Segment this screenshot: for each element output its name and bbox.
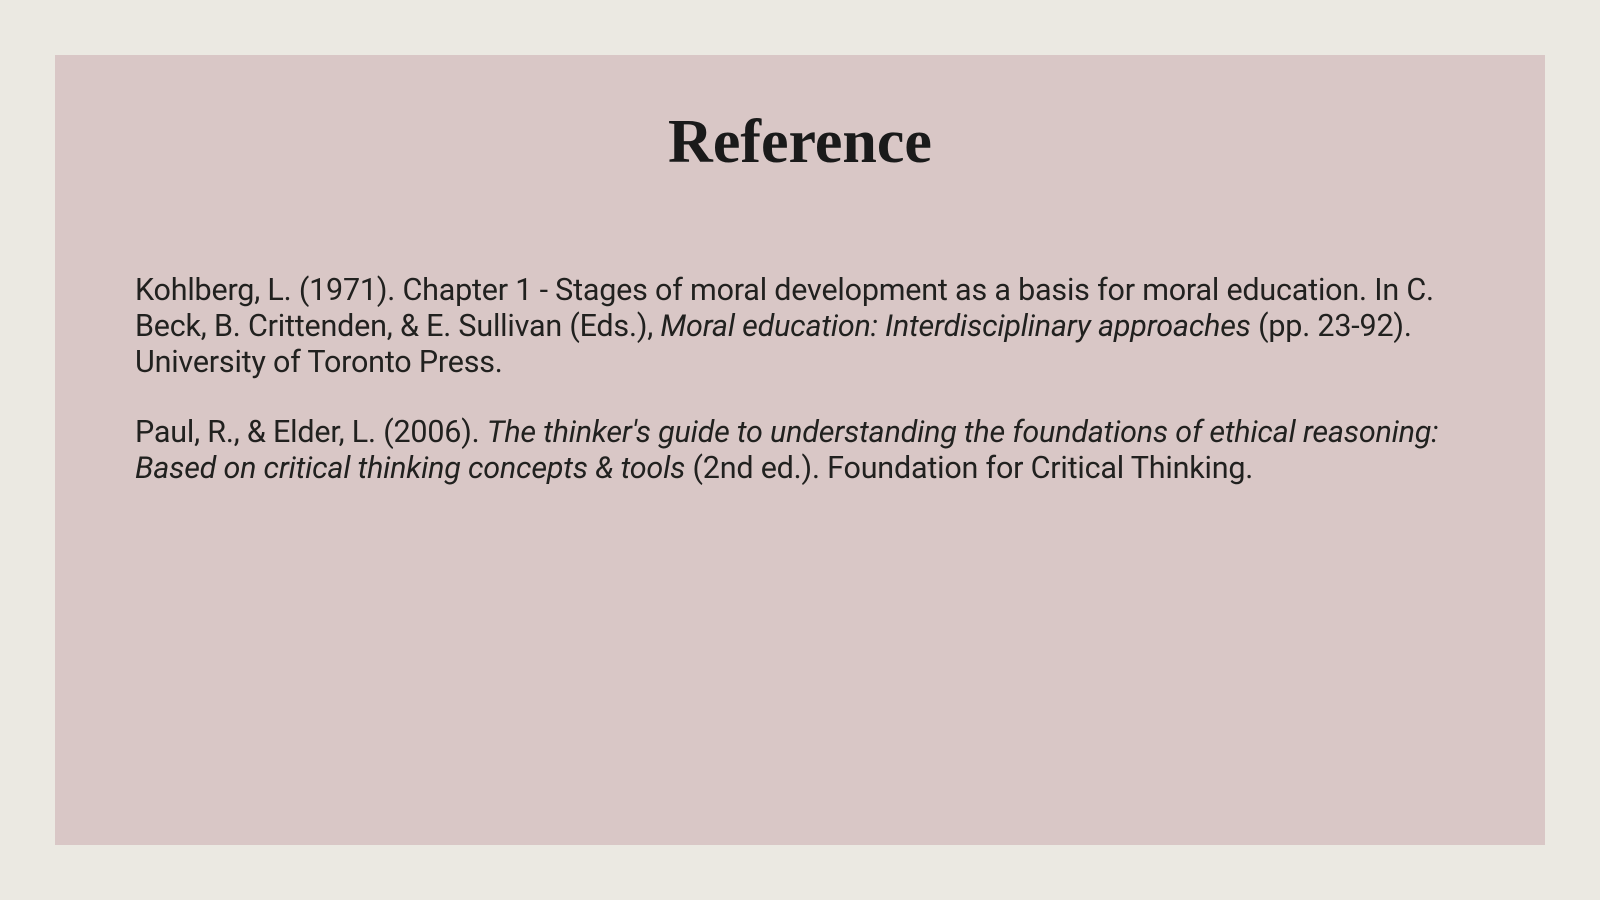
reference-entry: Kohlberg, L. (1971). Chapter 1 - Stages …	[135, 273, 1465, 381]
reference-suffix: (2nd ed.). Foundation for Critical Think…	[685, 451, 1253, 486]
reference-list: Kohlberg, L. (1971). Chapter 1 - Stages …	[55, 273, 1545, 487]
reference-prefix: Paul, R., & Elder, L. (2006).	[135, 415, 487, 450]
reference-italic-title: Moral education: Interdisciplinary appro…	[660, 309, 1250, 344]
slide-panel: Reference Kohlberg, L. (1971). Chapter 1…	[55, 55, 1545, 845]
reference-entry: Paul, R., & Elder, L. (2006). The thinke…	[135, 415, 1465, 487]
slide-title: Reference	[55, 107, 1545, 178]
